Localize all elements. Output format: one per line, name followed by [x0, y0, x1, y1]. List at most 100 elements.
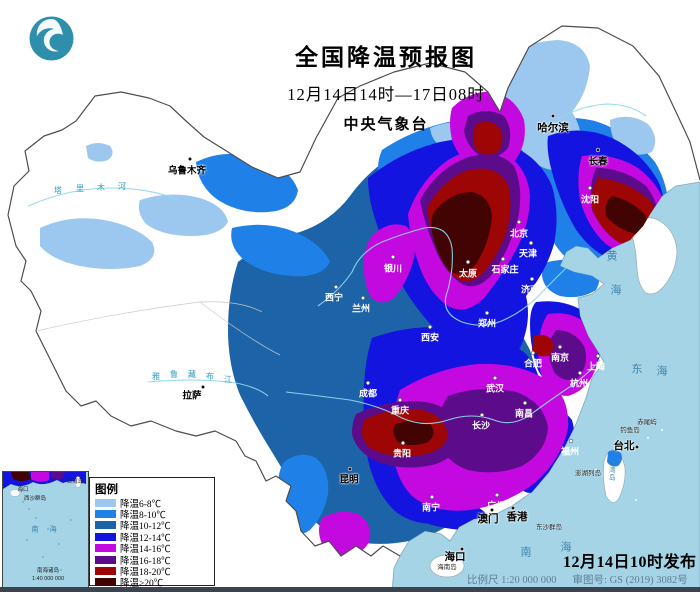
city-label: 沈阳 — [580, 194, 600, 205]
sea-name-label: 海 — [656, 365, 668, 378]
city-label: 长春 — [588, 156, 608, 168]
city-label: 石家庄 — [491, 264, 519, 275]
city-dot — [480, 413, 484, 417]
city-dot — [466, 260, 470, 264]
hainan-island — [429, 554, 465, 578]
approval-number: 审图号: GS (2019) 3082号 — [572, 575, 688, 586]
city-label: 武汉 — [485, 383, 505, 394]
city-dot — [635, 445, 639, 449]
legend-swatch — [95, 510, 116, 519]
city-dot — [569, 439, 573, 443]
river-name-label: 里 — [76, 184, 84, 193]
city-dot — [511, 506, 515, 510]
map-scale: 比例尺 1:20 000 000 — [467, 575, 557, 586]
city-label: 香港 — [506, 510, 528, 523]
forecast-period: 12月14日14时—17日08时 — [287, 85, 485, 104]
city-dot — [531, 351, 535, 355]
legend-label: 降温16-18℃ — [120, 556, 171, 567]
city-dot — [188, 157, 192, 161]
city-label: 哈尔滨 — [537, 121, 569, 134]
legend-swatch — [95, 498, 116, 507]
legend-label: 降温10-12℃ — [120, 522, 171, 533]
legend-label: 降温≥20℃ — [120, 579, 164, 590]
sea-name-label: 海 — [610, 284, 622, 297]
city-dot — [529, 241, 533, 245]
island-label: 东沙群岛 — [536, 523, 562, 531]
inset-taiwan-label: 台湾岛 — [66, 479, 84, 485]
city-label: 南宁 — [421, 502, 441, 513]
city-dot — [501, 257, 505, 261]
inset-haikou-label: 海口 — [17, 487, 29, 493]
map-title: 全国降温预报图 — [295, 45, 477, 70]
city-label: 昆明 — [339, 474, 359, 486]
city-dot — [430, 495, 434, 499]
city-dot — [201, 385, 205, 389]
sea-group — [391, 181, 700, 592]
legend-item: 降温10-12℃ — [95, 520, 209, 533]
city-dot — [495, 493, 499, 497]
island-label: 澎湖列岛 — [575, 469, 601, 477]
city-dot — [361, 296, 365, 300]
city-dot — [596, 148, 600, 152]
legend-items: 降温6-8℃ 降温8-10℃ 降温10-12℃ 降温12-14℃ 降温14-16℃ 降温1… — [95, 497, 209, 590]
legend-item: 降温18-20℃ — [95, 565, 209, 579]
legend-label: 降温6-8℃ — [120, 499, 162, 510]
island-label: 赤尾屿 — [637, 418, 657, 426]
legend-label: 降温18-20℃ — [120, 568, 171, 579]
sea-name-label: 海 — [560, 541, 572, 554]
city-dot — [596, 354, 600, 358]
city-dot — [334, 285, 338, 289]
legend-label: 降温12-14℃ — [120, 533, 171, 544]
city-dot — [366, 381, 370, 385]
city-label: 兰州 — [351, 303, 371, 314]
city-dot — [493, 376, 497, 380]
inset-xisha-label: 西沙群岛 — [23, 496, 47, 502]
city-label: 贵阳 — [392, 448, 412, 459]
issuing-agency: 中央气象台 — [343, 117, 429, 133]
city-label: 南昌 — [514, 408, 534, 419]
city-label: 太原 — [458, 268, 478, 279]
province-line — [35, 301, 281, 356]
city-label: 郑州 — [477, 318, 497, 329]
legend-swatch — [95, 521, 116, 530]
inset-map — [3, 472, 86, 571]
city-dot — [551, 114, 555, 118]
city-label: 西宁 — [324, 292, 344, 303]
river-name-label: 布 — [206, 372, 214, 381]
legend-item: 降温6-8℃ — [95, 497, 209, 510]
legend-item: 降温16-18℃ — [95, 554, 209, 567]
city-dot — [348, 467, 352, 471]
legend-box: 图例 降温6-8℃ 降温8-10℃ 降温10-12℃ 降温12-14℃ 降温14-16℃… — [89, 477, 215, 590]
city-dot — [485, 311, 489, 315]
city-label: 海口 — [444, 550, 466, 563]
city-dot — [398, 398, 402, 402]
legend-swatch — [95, 578, 116, 587]
city-label: 台北 — [613, 439, 635, 452]
title-block: 全国降温预报图 12月14日14时—17日08时 中央气象台 — [233, 38, 539, 134]
legend-swatch — [95, 532, 116, 541]
inset-name-label: 南海诸岛 — [36, 568, 60, 574]
island-label: 钓鱼岛 — [620, 426, 640, 434]
city-dot — [401, 441, 405, 445]
legend-title: 图例 — [95, 484, 118, 496]
river-name-label: 藏 — [188, 370, 196, 379]
river-name-label: 木 — [97, 183, 105, 192]
legend-label: 降温14-16℃ — [120, 545, 171, 556]
river-name-label: 河 — [118, 182, 126, 191]
taiwan-island-label: 台湾岛 — [607, 458, 615, 482]
legend-item: 降温8-10℃ — [95, 508, 209, 521]
river-name-label: 江 — [224, 375, 232, 384]
sea-name-label: 东 — [631, 363, 643, 376]
city-label: 重庆 — [390, 405, 410, 416]
city-label: 杭州 — [569, 378, 589, 389]
city-label: 乌鲁木齐 — [167, 165, 207, 177]
city-label: 天津 — [518, 248, 538, 259]
city-label: 南京 — [550, 352, 570, 363]
city-label: 澳门 — [477, 512, 499, 525]
taiwan-north-band — [607, 450, 622, 467]
city-dot — [588, 186, 592, 190]
river-name-label: 雅 — [152, 372, 160, 381]
city-dot — [530, 277, 534, 281]
inset-scale-label: 1:40 000 000 — [31, 576, 65, 582]
